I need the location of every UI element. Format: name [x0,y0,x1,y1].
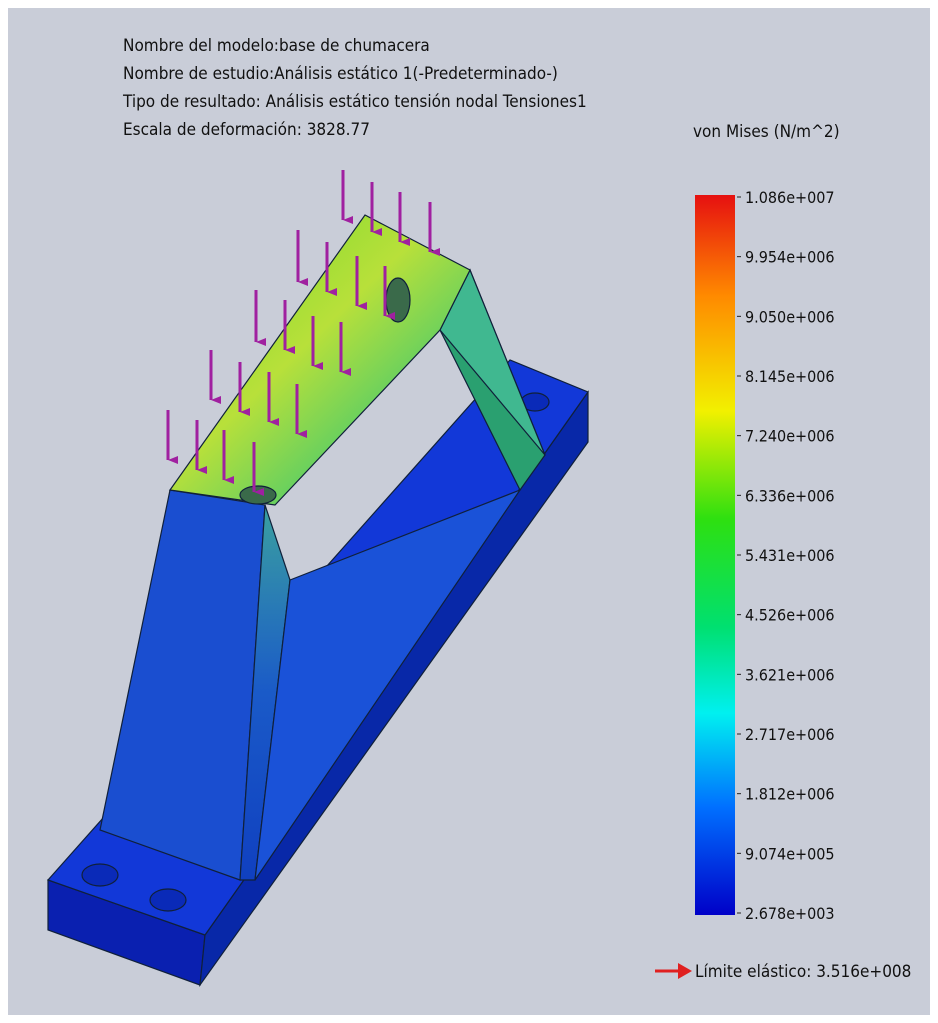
simulation-view: Nombre del modelo:base de chumacera Nomb… [0,0,938,1023]
legend-label: 3.621e+006 [745,665,835,684]
legend-label: 4.526e+006 [745,606,835,625]
legend-label: 9.050e+006 [745,307,835,326]
legend-label: 6.336e+006 [745,486,835,505]
legend-label: 2.678e+003 [745,904,835,923]
info-line: Nombre del modelo:base de chumacera [123,36,430,56]
legend-label: 9.074e+005 [745,844,835,863]
legend-label: 5.431e+006 [745,546,835,565]
legend-title: von Mises (N/m^2) [693,122,840,142]
legend-label: 1.812e+006 [745,785,835,804]
legend-label: 1.086e+007 [745,188,835,207]
color-bar [695,195,735,915]
yield-limit-text: Límite elástico: 3.516e+008 [695,962,911,982]
info-line: Nombre de estudio:Análisis estático 1(-P… [123,64,558,84]
legend-label: 7.240e+006 [745,427,835,446]
legend-label: 2.717e+006 [745,725,835,744]
legend-label: 9.954e+006 [745,248,835,267]
legend-label: 8.145e+006 [745,367,835,386]
info-line: Tipo de resultado: Análisis estático ten… [122,92,587,112]
info-line: Escala de deformación: 3828.77 [123,120,370,140]
